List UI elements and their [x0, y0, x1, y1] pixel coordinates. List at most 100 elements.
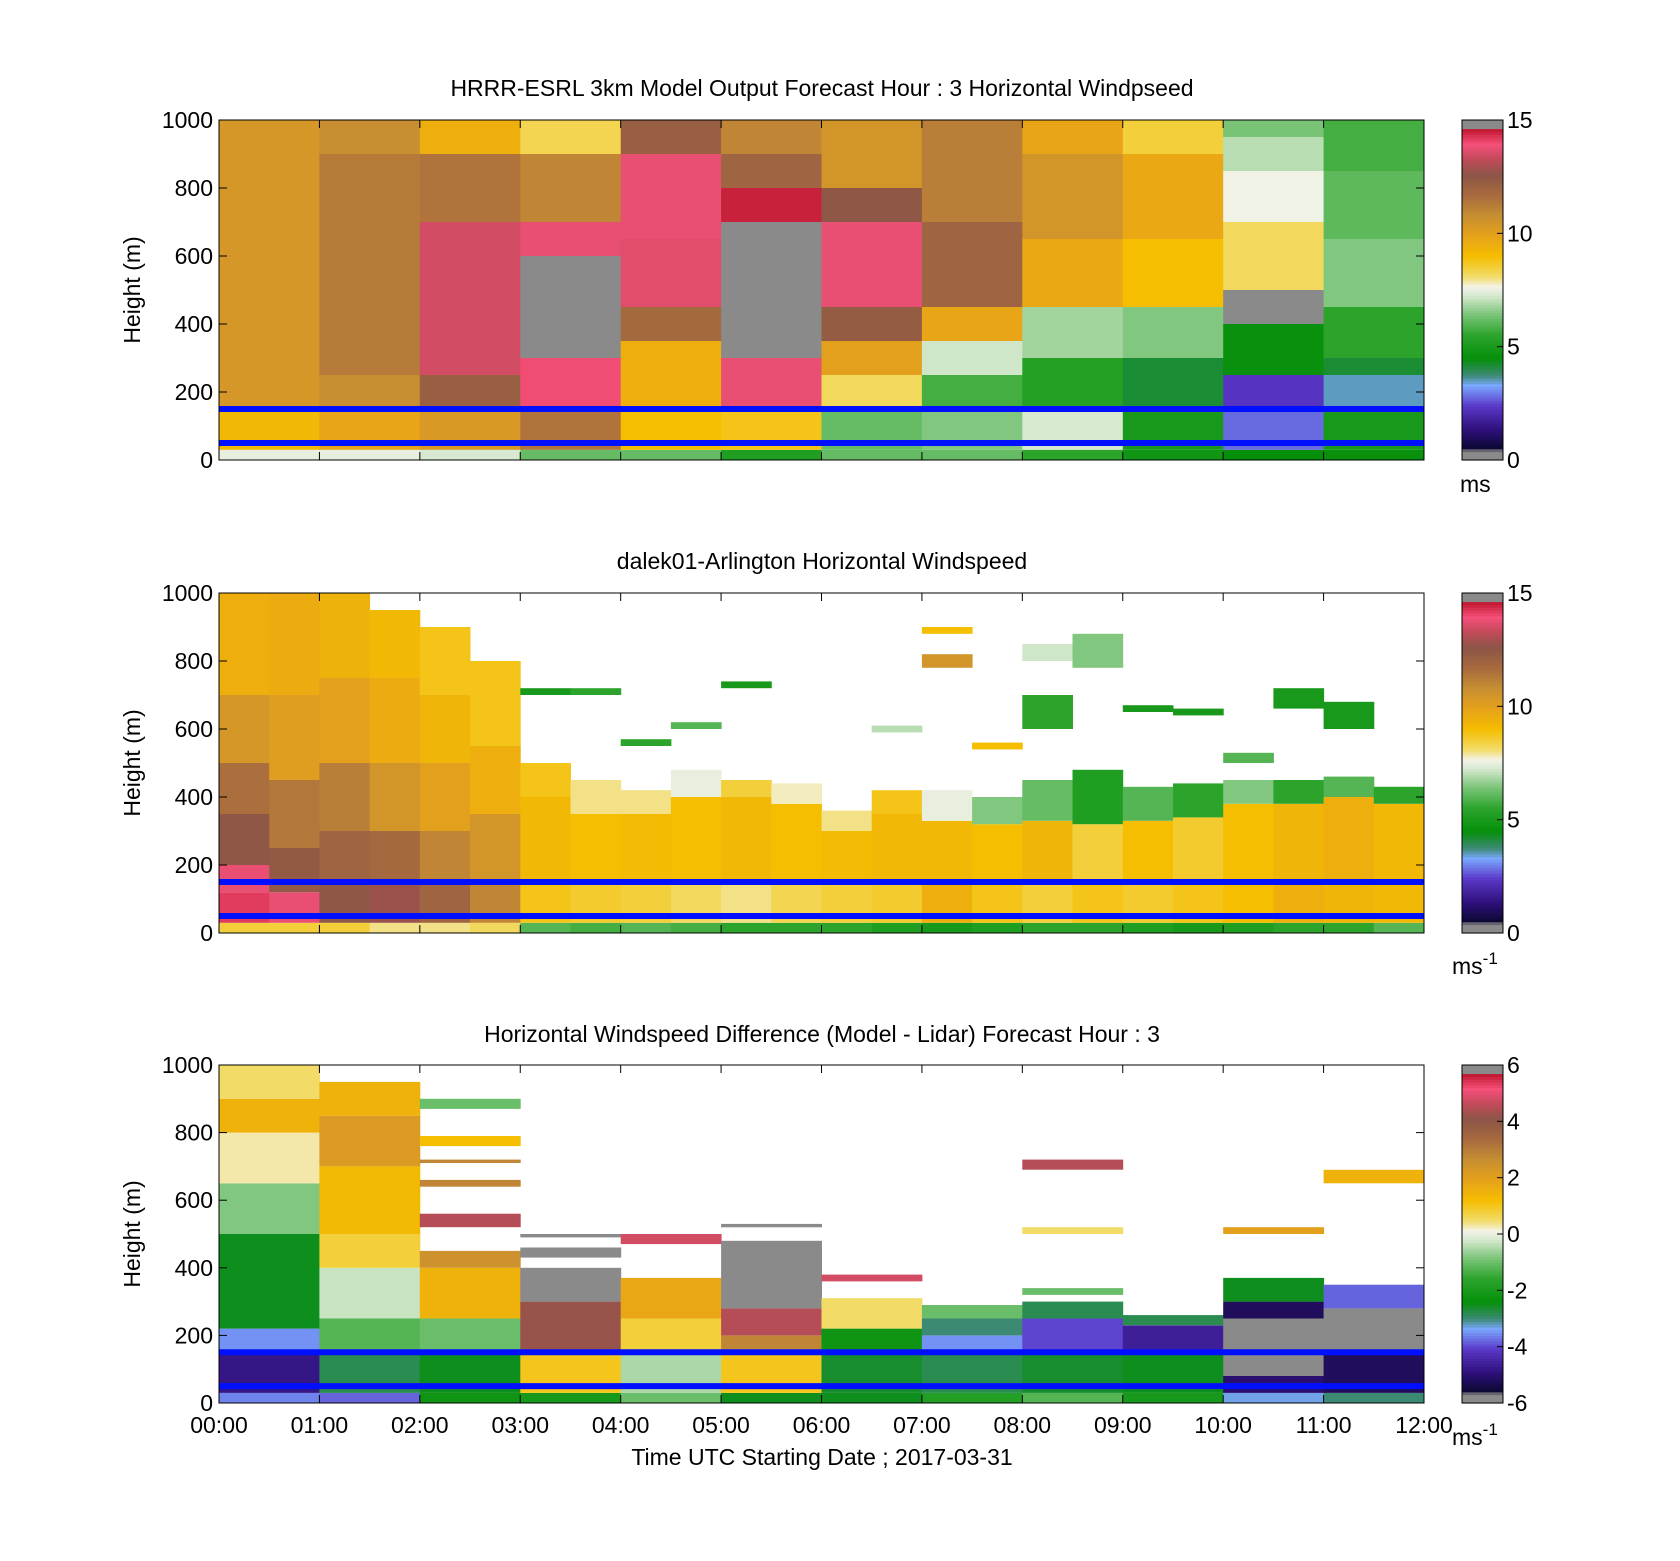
panel-difference-colorbar-swatch [1462, 1380, 1503, 1384]
panel-difference: Horizontal Windspeed Difference (Model -… [119, 1021, 1528, 1470]
panel-lidar-cell [419, 922, 471, 933]
panel-difference-cell [1223, 1227, 1325, 1234]
panel-difference-colorbar-swatch [1462, 1253, 1503, 1258]
panel-difference-cell [821, 1328, 923, 1353]
panel-difference-x-tick-label: 04:00 [592, 1412, 650, 1438]
panel-lidar-colorbar-swatch [1462, 890, 1503, 894]
panel-difference-title: Horizontal Windspeed Difference (Model -… [484, 1021, 1160, 1047]
panel-difference-colorbar-swatch [1462, 1191, 1503, 1196]
panel-difference-y-tick-label: 200 [175, 1322, 213, 1348]
panel-model-colorbar-swatch [1462, 448, 1503, 453]
panel-difference-cell [319, 1267, 421, 1319]
panel-difference-colorbar-swatch [1462, 1295, 1503, 1300]
panel-model-cell [921, 222, 1023, 307]
panel-model-colorbar-swatch [1462, 233, 1503, 237]
panel-difference-cell [520, 1301, 622, 1353]
panel-difference-cell [1223, 1318, 1325, 1353]
panel-difference-colorbar-swatch [1462, 1211, 1503, 1215]
panel-model-cell [821, 120, 923, 188]
panel-lidar-colorbar-swatch [1462, 927, 1503, 931]
panel-difference-y-tick-label: 1000 [162, 1052, 213, 1078]
panel-lidar-cell [369, 831, 421, 882]
panel-difference-y-axis: 0 200 400 600 800 1000 [162, 1052, 1424, 1416]
panel-lidar-cell [1072, 922, 1124, 933]
panel-model-colorbar-swatch [1462, 241, 1503, 246]
panel-lidar-cell [470, 922, 521, 933]
panel-model-colorbar-swatch [1462, 210, 1503, 215]
panel-lidar-cell [419, 763, 471, 831]
panel-difference-cell [419, 1318, 521, 1353]
panel-lidar-cell [219, 763, 270, 814]
panel-lidar-cell [269, 780, 320, 848]
panel-lidar-cell [771, 803, 822, 882]
panel-model-colorbar-swatch [1462, 454, 1503, 458]
panel-difference-colorbar-swatch [1462, 1203, 1503, 1207]
panel-difference-colorbar-swatch [1462, 1163, 1503, 1167]
panel-lidar-colorbar-swatch [1462, 635, 1503, 639]
panel-lidar-colorbar-swatch [1462, 652, 1503, 656]
panel-lidar-colorbar-swatch [1462, 930, 1503, 934]
panel-difference-colorbar-swatch [1462, 1281, 1503, 1286]
panel-difference-colorbar-swatch [1462, 1152, 1503, 1156]
panel-difference-cell [520, 1392, 622, 1403]
panel-model-colorbar-swatch [1462, 244, 1503, 249]
panel-difference-cell [219, 1132, 320, 1184]
panel-difference-x-tick-label: 12:00 [1395, 1412, 1453, 1438]
panel-lidar-colorbar-swatch [1462, 754, 1503, 758]
panel-model-colorbar-swatch [1462, 151, 1503, 155]
panel-difference-colorbar-swatch [1462, 1197, 1503, 1201]
panel-difference-colorbar-swatch [1462, 1126, 1503, 1131]
panel-difference-cell [1122, 1315, 1224, 1326]
panel-difference-cell [419, 1136, 521, 1147]
panel-difference-colorbar-swatch [1462, 1112, 1503, 1117]
panel-lidar-cell [670, 797, 722, 882]
panel-difference-colorbar-swatch [1462, 1372, 1503, 1376]
panel-model-colorbar-swatch [1462, 417, 1503, 421]
panel-model-colorbar-swatch [1462, 222, 1503, 226]
panel-difference-cell [319, 1318, 421, 1353]
panel-model-colorbar-swatch [1462, 307, 1503, 311]
panel-lidar-cell [470, 746, 521, 814]
panel-lidar-colorbar-swatch [1462, 666, 1503, 671]
panel-model-colorbar-swatch [1462, 284, 1503, 288]
panel-difference-x-tick-label: 05:00 [692, 1412, 750, 1438]
panel-difference-colorbar-swatch [1462, 1366, 1503, 1370]
panel-difference-cell [520, 1234, 622, 1238]
panel-lidar-cell [1273, 780, 1325, 804]
panel-difference-x-label: Time UTC Starting Date ; 2017-03-31 [631, 1444, 1012, 1470]
panel-lidar-colorbar-swatch [1462, 621, 1503, 625]
panel-difference-cell [620, 1318, 722, 1353]
panel-model-colorbar-swatch [1462, 372, 1503, 376]
panel-lidar-cell [1273, 688, 1325, 709]
panel-model-cell [1323, 307, 1425, 358]
panel-lidar-colorbar-swatch [1462, 714, 1503, 719]
panel-difference-cell [721, 1335, 822, 1353]
panel-lidar-colorbar-swatch [1462, 726, 1503, 730]
panel-lidar-colorbar-swatch [1462, 831, 1503, 835]
panel-difference-colorbar-swatch [1462, 1338, 1503, 1342]
panel-difference-colorbar-swatch [1462, 1205, 1503, 1210]
panel-lidar-colorbar-swatch [1462, 924, 1503, 928]
panel-model-colorbar-swatch [1462, 202, 1503, 206]
panel-lidar-y-axis: 0 200 400 600 800 1000 [162, 580, 1424, 946]
panel-model-cell [620, 239, 722, 307]
panel-lidar-cell [1173, 783, 1224, 818]
panel-difference-cell [1122, 1325, 1224, 1353]
panel-lidar-colorbar-swatch [1462, 856, 1503, 860]
panel-difference-cell [1022, 1159, 1124, 1170]
panel-model-colorbar-swatch [1462, 440, 1503, 444]
panel-difference-colorbar-swatch [1462, 1073, 1503, 1077]
panel-lidar-colorbar-swatch [1462, 706, 1503, 710]
panel-lidar-colorbar-swatch [1462, 709, 1503, 713]
panel-difference-colorbar-swatch [1462, 1222, 1503, 1227]
panel-difference-colorbar-swatch [1462, 1138, 1503, 1142]
panel-lidar-colorbar-tick-label: 10 [1507, 693, 1533, 719]
panel-model-colorbar-swatch [1462, 304, 1503, 308]
panel-difference-colorbar-swatch [1462, 1149, 1503, 1153]
panel-difference-colorbar-swatch [1462, 1132, 1503, 1137]
panel-difference-colorbar-swatch [1462, 1200, 1503, 1204]
panel-model-colorbar-swatch [1462, 392, 1503, 396]
panel-lidar-cell [1223, 803, 1274, 882]
panel-difference-colorbar-swatch [1462, 1343, 1503, 1348]
panel-model-colorbar-swatch [1462, 389, 1503, 393]
